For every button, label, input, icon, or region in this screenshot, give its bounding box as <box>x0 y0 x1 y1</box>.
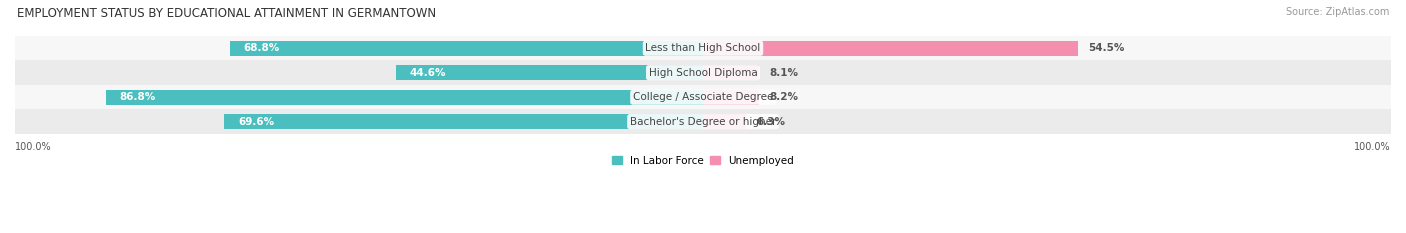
Bar <box>15 110 1391 134</box>
Bar <box>15 85 1391 110</box>
Text: Source: ZipAtlas.com: Source: ZipAtlas.com <box>1285 7 1389 17</box>
Text: 8.2%: 8.2% <box>769 92 799 102</box>
Bar <box>224 114 703 129</box>
Bar <box>703 65 759 80</box>
Bar <box>229 41 703 56</box>
Bar <box>15 60 1391 85</box>
Text: 68.8%: 68.8% <box>243 43 280 53</box>
Text: 100.0%: 100.0% <box>1354 142 1391 152</box>
Text: EMPLOYMENT STATUS BY EDUCATIONAL ATTAINMENT IN GERMANTOWN: EMPLOYMENT STATUS BY EDUCATIONAL ATTAINM… <box>17 7 436 20</box>
Text: 54.5%: 54.5% <box>1088 43 1125 53</box>
Legend: In Labor Force, Unemployed: In Labor Force, Unemployed <box>609 151 797 170</box>
Text: 8.1%: 8.1% <box>769 68 799 78</box>
Bar <box>396 65 703 80</box>
Text: 86.8%: 86.8% <box>120 92 156 102</box>
Bar <box>703 114 747 129</box>
Bar <box>105 89 703 105</box>
Text: 69.6%: 69.6% <box>238 117 274 127</box>
Bar <box>703 89 759 105</box>
Bar <box>15 36 1391 60</box>
Bar <box>703 41 1078 56</box>
Text: 6.3%: 6.3% <box>756 117 786 127</box>
Text: High School Diploma: High School Diploma <box>648 68 758 78</box>
Text: College / Associate Degree: College / Associate Degree <box>633 92 773 102</box>
Text: Bachelor's Degree or higher: Bachelor's Degree or higher <box>630 117 776 127</box>
Text: 100.0%: 100.0% <box>15 142 52 152</box>
Text: 44.6%: 44.6% <box>411 68 447 78</box>
Text: Less than High School: Less than High School <box>645 43 761 53</box>
